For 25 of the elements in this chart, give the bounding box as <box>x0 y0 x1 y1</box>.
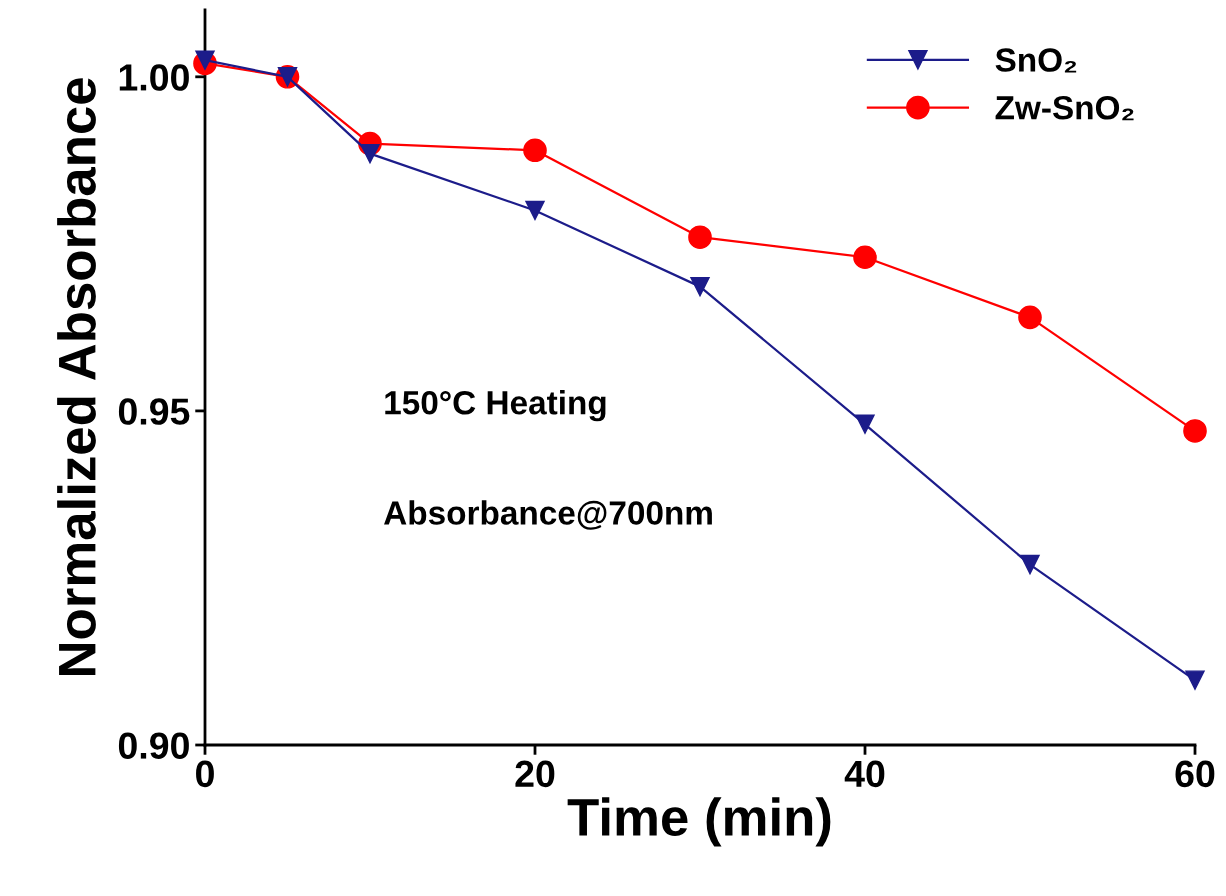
point <box>1018 305 1042 330</box>
point <box>690 276 710 297</box>
x-tick-label: 20 <box>515 760 555 788</box>
x-axis-title: Time (min) <box>567 797 831 847</box>
point <box>360 143 380 164</box>
point <box>523 138 547 163</box>
point <box>1185 670 1205 690</box>
point <box>1183 419 1207 443</box>
y-axis-title: Normalized Absorbance <box>57 78 96 676</box>
annotation: 150°C Heating <box>385 390 606 422</box>
point <box>195 50 215 70</box>
legend-label: Zw-SnO₂ <box>995 95 1134 121</box>
y-tick-label: 0.95 <box>118 398 190 425</box>
annotation: Absorbance@700nm <box>384 500 712 530</box>
point <box>525 200 545 221</box>
legend-label: SnO₂ <box>995 48 1077 73</box>
y-tick-label: 1.00 <box>119 64 189 91</box>
point <box>1020 554 1040 575</box>
point <box>853 245 877 270</box>
x-tick-label: 40 <box>844 760 885 788</box>
x-tick-label: 60 <box>1175 760 1215 788</box>
y-tick-label: 0.90 <box>118 732 189 759</box>
point <box>688 225 712 249</box>
x-tick-label: 0 <box>196 760 214 788</box>
point <box>855 414 875 434</box>
